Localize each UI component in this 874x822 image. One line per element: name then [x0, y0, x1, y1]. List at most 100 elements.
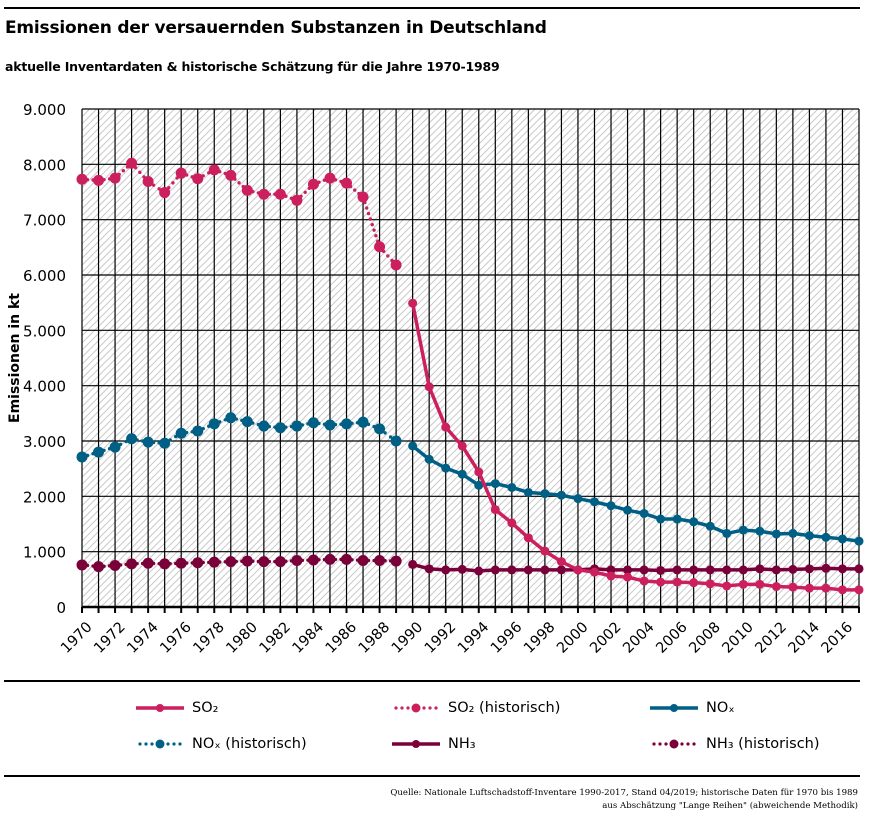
- data-point[interactable]: [573, 494, 583, 504]
- data-point[interactable]: [241, 184, 253, 196]
- data-point[interactable]: [523, 533, 533, 543]
- data-point[interactable]: [109, 560, 121, 571]
- data-point[interactable]: [656, 514, 666, 524]
- data-point[interactable]: [656, 577, 666, 587]
- data-point[interactable]: [258, 556, 270, 568]
- data-point[interactable]: [474, 566, 484, 576]
- data-point[interactable]: [291, 194, 303, 206]
- data-point[interactable]: [755, 564, 765, 574]
- data-point[interactable]: [722, 581, 732, 591]
- data-point[interactable]: [274, 188, 286, 200]
- data-point[interactable]: [623, 572, 633, 582]
- data-point[interactable]: [142, 557, 154, 569]
- data-point[interactable]: [390, 435, 402, 447]
- data-point[interactable]: [208, 418, 220, 430]
- data-point[interactable]: [93, 446, 105, 458]
- data-point[interactable]: [258, 188, 270, 200]
- data-point[interactable]: [623, 505, 633, 515]
- data-point[interactable]: [93, 174, 105, 186]
- data-point[interactable]: [457, 469, 467, 479]
- data-point[interactable]: [208, 556, 220, 568]
- data-point[interactable]: [291, 420, 303, 432]
- data-point[interactable]: [788, 528, 798, 538]
- data-point[interactable]: [441, 422, 451, 432]
- data-point[interactable]: [109, 441, 121, 453]
- data-point[interactable]: [589, 567, 599, 577]
- data-point[interactable]: [208, 164, 220, 176]
- data-point[interactable]: [324, 419, 336, 431]
- data-point[interactable]: [357, 191, 369, 203]
- data-point[interactable]: [705, 565, 715, 575]
- data-point[interactable]: [804, 564, 814, 574]
- legend-item-nox-historisch[interactable]: NOₓ (historisch): [136, 736, 307, 752]
- data-point[interactable]: [441, 463, 451, 473]
- data-point[interactable]: [490, 565, 500, 575]
- data-point[interactable]: [324, 553, 336, 565]
- data-point[interactable]: [656, 565, 666, 575]
- legend-item-nh3[interactable]: NH₃: [392, 736, 476, 752]
- data-point[interactable]: [804, 583, 814, 593]
- legend-item-so2-historisch[interactable]: SO₂ (historisch): [392, 700, 560, 716]
- legend-item-so2[interactable]: SO₂: [136, 700, 218, 716]
- data-point[interactable]: [672, 577, 682, 587]
- data-point[interactable]: [241, 416, 253, 428]
- data-point[interactable]: [159, 437, 171, 449]
- data-point[interactable]: [821, 563, 831, 573]
- data-point[interactable]: [771, 565, 781, 575]
- data-point[interactable]: [689, 565, 699, 575]
- data-point[interactable]: [93, 561, 105, 573]
- data-point[interactable]: [341, 553, 353, 565]
- data-point[interactable]: [854, 536, 864, 546]
- data-point[interactable]: [126, 157, 138, 169]
- data-point[interactable]: [771, 582, 781, 592]
- data-point[interactable]: [291, 555, 303, 567]
- data-point[interactable]: [771, 529, 781, 539]
- data-point[interactable]: [821, 532, 831, 542]
- data-point[interactable]: [738, 579, 748, 589]
- data-point[interactable]: [142, 436, 154, 448]
- data-point[interactable]: [573, 565, 583, 575]
- data-point[interactable]: [192, 173, 204, 185]
- data-point[interactable]: [755, 579, 765, 589]
- data-point[interactable]: [837, 564, 847, 574]
- legend-item-nox[interactable]: NOₓ: [650, 700, 735, 716]
- data-point[interactable]: [639, 565, 649, 575]
- data-point[interactable]: [722, 528, 732, 538]
- data-point[interactable]: [556, 557, 566, 567]
- data-point[interactable]: [821, 583, 831, 593]
- data-point[interactable]: [457, 441, 467, 451]
- data-point[interactable]: [258, 420, 270, 432]
- data-point[interactable]: [159, 558, 171, 570]
- data-point[interactable]: [474, 480, 484, 490]
- data-point[interactable]: [556, 490, 566, 500]
- data-point[interactable]: [507, 518, 517, 528]
- data-point[interactable]: [408, 559, 418, 569]
- data-point[interactable]: [540, 546, 550, 556]
- data-point[interactable]: [175, 427, 187, 439]
- data-point[interactable]: [225, 412, 237, 424]
- data-point[interactable]: [307, 554, 319, 566]
- data-point[interactable]: [324, 172, 336, 184]
- data-point[interactable]: [274, 556, 286, 568]
- data-point[interactable]: [341, 177, 353, 189]
- data-point[interactable]: [540, 489, 550, 499]
- data-point[interactable]: [523, 565, 533, 575]
- data-point[interactable]: [788, 564, 798, 574]
- data-point[interactable]: [804, 531, 814, 541]
- data-point[interactable]: [274, 422, 286, 434]
- data-point[interactable]: [76, 173, 88, 185]
- data-point[interactable]: [76, 451, 88, 463]
- data-point[interactable]: [126, 558, 138, 570]
- data-point[interactable]: [507, 565, 517, 575]
- data-point[interactable]: [788, 582, 798, 592]
- data-point[interactable]: [755, 526, 765, 536]
- data-point[interactable]: [341, 418, 353, 430]
- data-point[interactable]: [175, 557, 187, 569]
- data-point[interactable]: [705, 579, 715, 589]
- data-point[interactable]: [109, 172, 121, 184]
- data-point[interactable]: [722, 565, 732, 575]
- data-point[interactable]: [225, 556, 237, 568]
- data-point[interactable]: [639, 508, 649, 518]
- data-point[interactable]: [490, 505, 500, 515]
- data-point[interactable]: [424, 454, 434, 464]
